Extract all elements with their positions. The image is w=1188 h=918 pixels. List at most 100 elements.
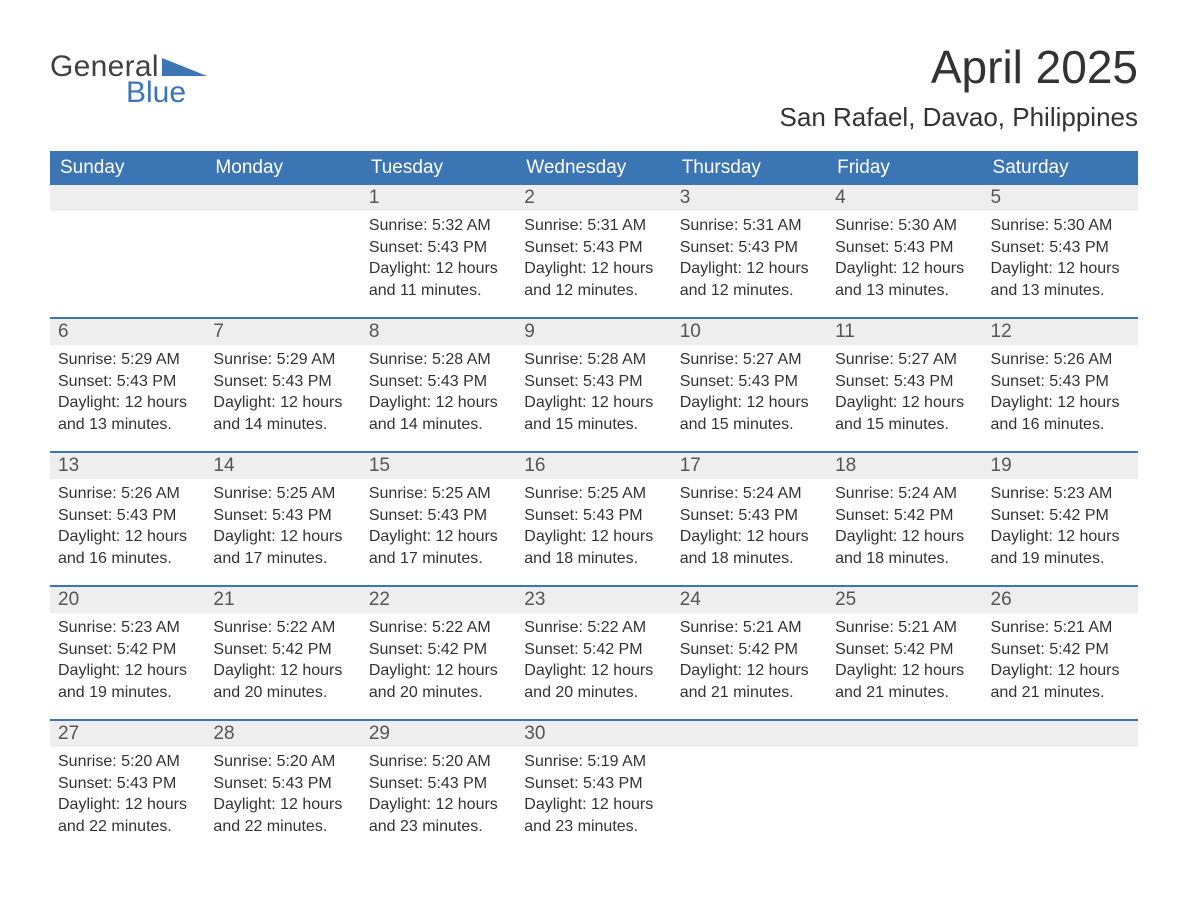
daylight-text-2: and 13 minutes. bbox=[991, 280, 1130, 302]
sunset-text: Sunset: 5:43 PM bbox=[58, 371, 197, 393]
sunset-text: Sunset: 5:42 PM bbox=[369, 639, 508, 661]
sunrise-text: Sunrise: 5:23 AM bbox=[58, 617, 197, 639]
daylight-text-2: and 21 minutes. bbox=[835, 682, 974, 704]
daylight-text-2: and 12 minutes. bbox=[524, 280, 663, 302]
sunset-text: Sunset: 5:42 PM bbox=[213, 639, 352, 661]
daylight-text-1: Daylight: 12 hours bbox=[213, 794, 352, 816]
sunset-text: Sunset: 5:43 PM bbox=[680, 505, 819, 527]
day-number: 21 bbox=[205, 587, 360, 613]
day-details: Sunrise: 5:22 AMSunset: 5:42 PMDaylight:… bbox=[205, 613, 360, 703]
daylight-text-1: Daylight: 12 hours bbox=[369, 526, 508, 548]
calendar-day: 25Sunrise: 5:21 AMSunset: 5:42 PMDayligh… bbox=[827, 587, 982, 719]
calendar-day: 17Sunrise: 5:24 AMSunset: 5:43 PMDayligh… bbox=[672, 453, 827, 585]
day-number: 22 bbox=[361, 587, 516, 613]
day-number: 13 bbox=[50, 453, 205, 479]
sunset-text: Sunset: 5:43 PM bbox=[524, 371, 663, 393]
sunrise-text: Sunrise: 5:21 AM bbox=[680, 617, 819, 639]
sunrise-text: Sunrise: 5:26 AM bbox=[991, 349, 1130, 371]
sunrise-text: Sunrise: 5:20 AM bbox=[369, 751, 508, 773]
sunrise-text: Sunrise: 5:25 AM bbox=[213, 483, 352, 505]
sunset-text: Sunset: 5:43 PM bbox=[835, 237, 974, 259]
day-details: Sunrise: 5:28 AMSunset: 5:43 PMDaylight:… bbox=[361, 345, 516, 435]
day-details: Sunrise: 5:31 AMSunset: 5:43 PMDaylight:… bbox=[672, 211, 827, 301]
calendar-day: 12Sunrise: 5:26 AMSunset: 5:43 PMDayligh… bbox=[983, 319, 1138, 451]
day-number: 12 bbox=[983, 319, 1138, 345]
sunrise-text: Sunrise: 5:22 AM bbox=[213, 617, 352, 639]
sunset-text: Sunset: 5:43 PM bbox=[369, 237, 508, 259]
daylight-text-2: and 17 minutes. bbox=[213, 548, 352, 570]
calendar-day: 26Sunrise: 5:21 AMSunset: 5:42 PMDayligh… bbox=[983, 587, 1138, 719]
sunset-text: Sunset: 5:43 PM bbox=[524, 237, 663, 259]
daylight-text-2: and 13 minutes. bbox=[835, 280, 974, 302]
day-number: 2 bbox=[516, 185, 671, 211]
daylight-text-1: Daylight: 12 hours bbox=[58, 660, 197, 682]
daylight-text-1: Daylight: 12 hours bbox=[991, 526, 1130, 548]
daylight-text-2: and 11 minutes. bbox=[369, 280, 508, 302]
daylight-text-1: Daylight: 12 hours bbox=[369, 660, 508, 682]
calendar-day bbox=[50, 185, 205, 317]
calendar-day: 14Sunrise: 5:25 AMSunset: 5:43 PMDayligh… bbox=[205, 453, 360, 585]
day-details: Sunrise: 5:23 AMSunset: 5:42 PMDaylight:… bbox=[983, 479, 1138, 569]
daylight-text-2: and 18 minutes. bbox=[835, 548, 974, 570]
day-number bbox=[205, 185, 360, 211]
daylight-text-1: Daylight: 12 hours bbox=[524, 258, 663, 280]
title-block: April 2025 San Rafael, Davao, Philippine… bbox=[780, 40, 1138, 133]
dow-wednesday: Wednesday bbox=[516, 151, 671, 185]
calendar-day: 7Sunrise: 5:29 AMSunset: 5:43 PMDaylight… bbox=[205, 319, 360, 451]
sunset-text: Sunset: 5:43 PM bbox=[213, 773, 352, 795]
day-number: 26 bbox=[983, 587, 1138, 613]
daylight-text-1: Daylight: 12 hours bbox=[213, 526, 352, 548]
day-number: 29 bbox=[361, 721, 516, 747]
sunrise-text: Sunrise: 5:30 AM bbox=[835, 215, 974, 237]
day-number bbox=[50, 185, 205, 211]
day-number: 25 bbox=[827, 587, 982, 613]
daylight-text-2: and 18 minutes. bbox=[524, 548, 663, 570]
calendar-day: 29Sunrise: 5:20 AMSunset: 5:43 PMDayligh… bbox=[361, 721, 516, 853]
calendar-week: 6Sunrise: 5:29 AMSunset: 5:43 PMDaylight… bbox=[50, 317, 1138, 451]
calendar-day: 10Sunrise: 5:27 AMSunset: 5:43 PMDayligh… bbox=[672, 319, 827, 451]
day-number: 7 bbox=[205, 319, 360, 345]
sunset-text: Sunset: 5:42 PM bbox=[680, 639, 819, 661]
sunset-text: Sunset: 5:42 PM bbox=[835, 505, 974, 527]
daylight-text-2: and 19 minutes. bbox=[58, 682, 197, 704]
day-details: Sunrise: 5:27 AMSunset: 5:43 PMDaylight:… bbox=[827, 345, 982, 435]
sunrise-text: Sunrise: 5:27 AM bbox=[680, 349, 819, 371]
daylight-text-1: Daylight: 12 hours bbox=[991, 392, 1130, 414]
daylight-text-1: Daylight: 12 hours bbox=[369, 392, 508, 414]
day-details: Sunrise: 5:28 AMSunset: 5:43 PMDaylight:… bbox=[516, 345, 671, 435]
daylight-text-2: and 20 minutes. bbox=[369, 682, 508, 704]
day-details: Sunrise: 5:27 AMSunset: 5:43 PMDaylight:… bbox=[672, 345, 827, 435]
day-number: 24 bbox=[672, 587, 827, 613]
sunrise-text: Sunrise: 5:28 AM bbox=[369, 349, 508, 371]
flag-icon bbox=[162, 58, 207, 76]
calendar-day bbox=[672, 721, 827, 853]
page-title: April 2025 bbox=[780, 40, 1138, 94]
daylight-text-2: and 19 minutes. bbox=[991, 548, 1130, 570]
daylight-text-2: and 16 minutes. bbox=[991, 414, 1130, 436]
day-details: Sunrise: 5:23 AMSunset: 5:42 PMDaylight:… bbox=[50, 613, 205, 703]
daylight-text-2: and 15 minutes. bbox=[680, 414, 819, 436]
daylight-text-2: and 13 minutes. bbox=[58, 414, 197, 436]
calendar-day: 6Sunrise: 5:29 AMSunset: 5:43 PMDaylight… bbox=[50, 319, 205, 451]
calendar-day: 8Sunrise: 5:28 AMSunset: 5:43 PMDaylight… bbox=[361, 319, 516, 451]
day-number: 28 bbox=[205, 721, 360, 747]
day-details: Sunrise: 5:22 AMSunset: 5:42 PMDaylight:… bbox=[361, 613, 516, 703]
sunrise-text: Sunrise: 5:19 AM bbox=[524, 751, 663, 773]
sunset-text: Sunset: 5:43 PM bbox=[524, 505, 663, 527]
weeks-container: 1Sunrise: 5:32 AMSunset: 5:43 PMDaylight… bbox=[50, 185, 1138, 853]
day-number: 8 bbox=[361, 319, 516, 345]
day-details: Sunrise: 5:24 AMSunset: 5:42 PMDaylight:… bbox=[827, 479, 982, 569]
day-number: 18 bbox=[827, 453, 982, 479]
day-number: 5 bbox=[983, 185, 1138, 211]
daylight-text-1: Daylight: 12 hours bbox=[680, 660, 819, 682]
sunrise-text: Sunrise: 5:22 AM bbox=[369, 617, 508, 639]
daylight-text-1: Daylight: 12 hours bbox=[835, 660, 974, 682]
day-details: Sunrise: 5:24 AMSunset: 5:43 PMDaylight:… bbox=[672, 479, 827, 569]
sunrise-text: Sunrise: 5:28 AM bbox=[524, 349, 663, 371]
sunset-text: Sunset: 5:43 PM bbox=[991, 237, 1130, 259]
sunset-text: Sunset: 5:43 PM bbox=[369, 773, 508, 795]
calendar-week: 13Sunrise: 5:26 AMSunset: 5:43 PMDayligh… bbox=[50, 451, 1138, 585]
day-details: Sunrise: 5:20 AMSunset: 5:43 PMDaylight:… bbox=[50, 747, 205, 837]
day-details: Sunrise: 5:30 AMSunset: 5:43 PMDaylight:… bbox=[983, 211, 1138, 301]
sunrise-text: Sunrise: 5:27 AM bbox=[835, 349, 974, 371]
